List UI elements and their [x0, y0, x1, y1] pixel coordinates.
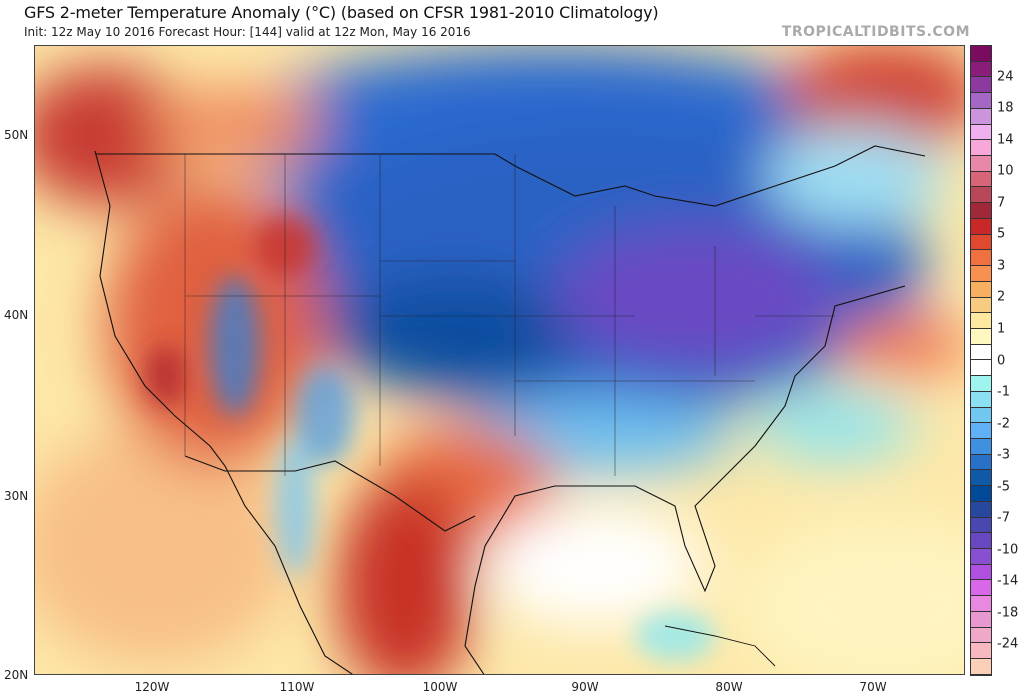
- colorbar-swatch: [971, 266, 991, 282]
- colorbar-label: 2: [997, 289, 1006, 305]
- colorbar-swatch: [971, 46, 991, 62]
- colorbar-swatch: [971, 659, 991, 675]
- colorbar-label: -24: [997, 636, 1019, 652]
- colorbar-swatch: [971, 517, 991, 534]
- colorbar-label: 7: [997, 195, 1006, 211]
- colorbar-swatch: [971, 376, 991, 392]
- colorbar-label: 10: [997, 163, 1014, 179]
- colorbar-swatch: [971, 250, 991, 267]
- colorbar-swatch: [971, 140, 991, 157]
- colorbar-swatch: [971, 203, 991, 219]
- colorbar-swatch: [971, 297, 991, 314]
- colorbar-label: -14: [997, 573, 1019, 589]
- lon-label-120w: 120W: [134, 680, 170, 694]
- colorbar-swatch: [971, 93, 991, 109]
- colorbar-label: -18: [997, 605, 1019, 621]
- lat-label-20n: 20N: [4, 668, 29, 682]
- lon-label-70w: 70W: [859, 680, 887, 694]
- colorbar-swatch: [971, 533, 991, 549]
- colorbar-swatch: [971, 391, 991, 408]
- colorbar-swatch: [971, 281, 991, 298]
- colorbar-swatch: [971, 344, 991, 361]
- colorbar-label: 24: [997, 69, 1014, 85]
- colorbar-label: 14: [997, 132, 1014, 148]
- colorbar-swatch: [971, 218, 991, 235]
- lon-label-90w: 90W: [571, 680, 599, 694]
- colorbar-swatch: [971, 438, 991, 455]
- colorbar: [970, 45, 992, 676]
- colorbar-label: 5: [997, 226, 1006, 242]
- colorbar-swatch: [971, 470, 991, 487]
- colorbar-label: -3: [997, 447, 1010, 463]
- colorbar-swatch: [971, 407, 991, 424]
- colorbar-swatch: [971, 328, 991, 345]
- colorbar-swatch: [971, 486, 991, 502]
- lat-label-40n: 40N: [4, 308, 29, 322]
- colorbar-swatch: [971, 580, 991, 597]
- colorbar-swatch: [971, 549, 991, 565]
- colorbar-swatch: [971, 187, 991, 204]
- colorbar-swatch: [971, 313, 991, 329]
- colorbar-swatch: [971, 124, 991, 141]
- colorbar-swatch: [971, 61, 991, 78]
- map-title: GFS 2-meter Temperature Anomaly (°C) (ba…: [24, 3, 659, 22]
- colorbar-swatch: [971, 360, 991, 377]
- colorbar-label: -5: [997, 479, 1010, 495]
- colorbar-label: 18: [997, 100, 1014, 116]
- colorbar-swatch: [971, 611, 991, 628]
- colorbar-swatch: [971, 156, 991, 172]
- colorbar-swatch: [971, 564, 991, 581]
- colorbar-swatch: [971, 501, 991, 518]
- colorbar-swatch: [971, 596, 991, 612]
- watermark: TROPICALTIDBITS.COM: [781, 24, 970, 40]
- lon-label-110w: 110W: [279, 680, 315, 694]
- colorbar-swatch: [971, 627, 991, 644]
- colorbar-label: -7: [997, 510, 1010, 526]
- colorbar-swatch: [971, 423, 991, 439]
- colorbar-swatch: [971, 234, 991, 251]
- lon-label-80w: 80W: [715, 680, 743, 694]
- lat-label-50n: 50N: [4, 128, 29, 142]
- colorbar-swatch: [971, 108, 991, 125]
- map-subtitle: Init: 12z May 10 2016 Forecast Hour: [14…: [24, 25, 471, 39]
- lon-label-100w: 100W: [422, 680, 458, 694]
- colorbar-label: -10: [997, 542, 1019, 558]
- colorbar-swatch: [971, 171, 991, 188]
- lat-label-30n: 30N: [4, 489, 29, 503]
- colorbar-swatch: [971, 77, 991, 94]
- colorbar-label: -2: [997, 416, 1010, 432]
- colorbar-label: 3: [997, 258, 1006, 274]
- colorbar-swatch: [971, 643, 991, 660]
- colorbar-swatch: [971, 454, 991, 471]
- anomaly-field: [35, 46, 964, 674]
- colorbar-label: -1: [997, 384, 1010, 400]
- colorbar-label: 1: [997, 321, 1006, 337]
- colorbar-label: 0: [997, 353, 1006, 368]
- temperature-anomaly-map: [34, 45, 965, 675]
